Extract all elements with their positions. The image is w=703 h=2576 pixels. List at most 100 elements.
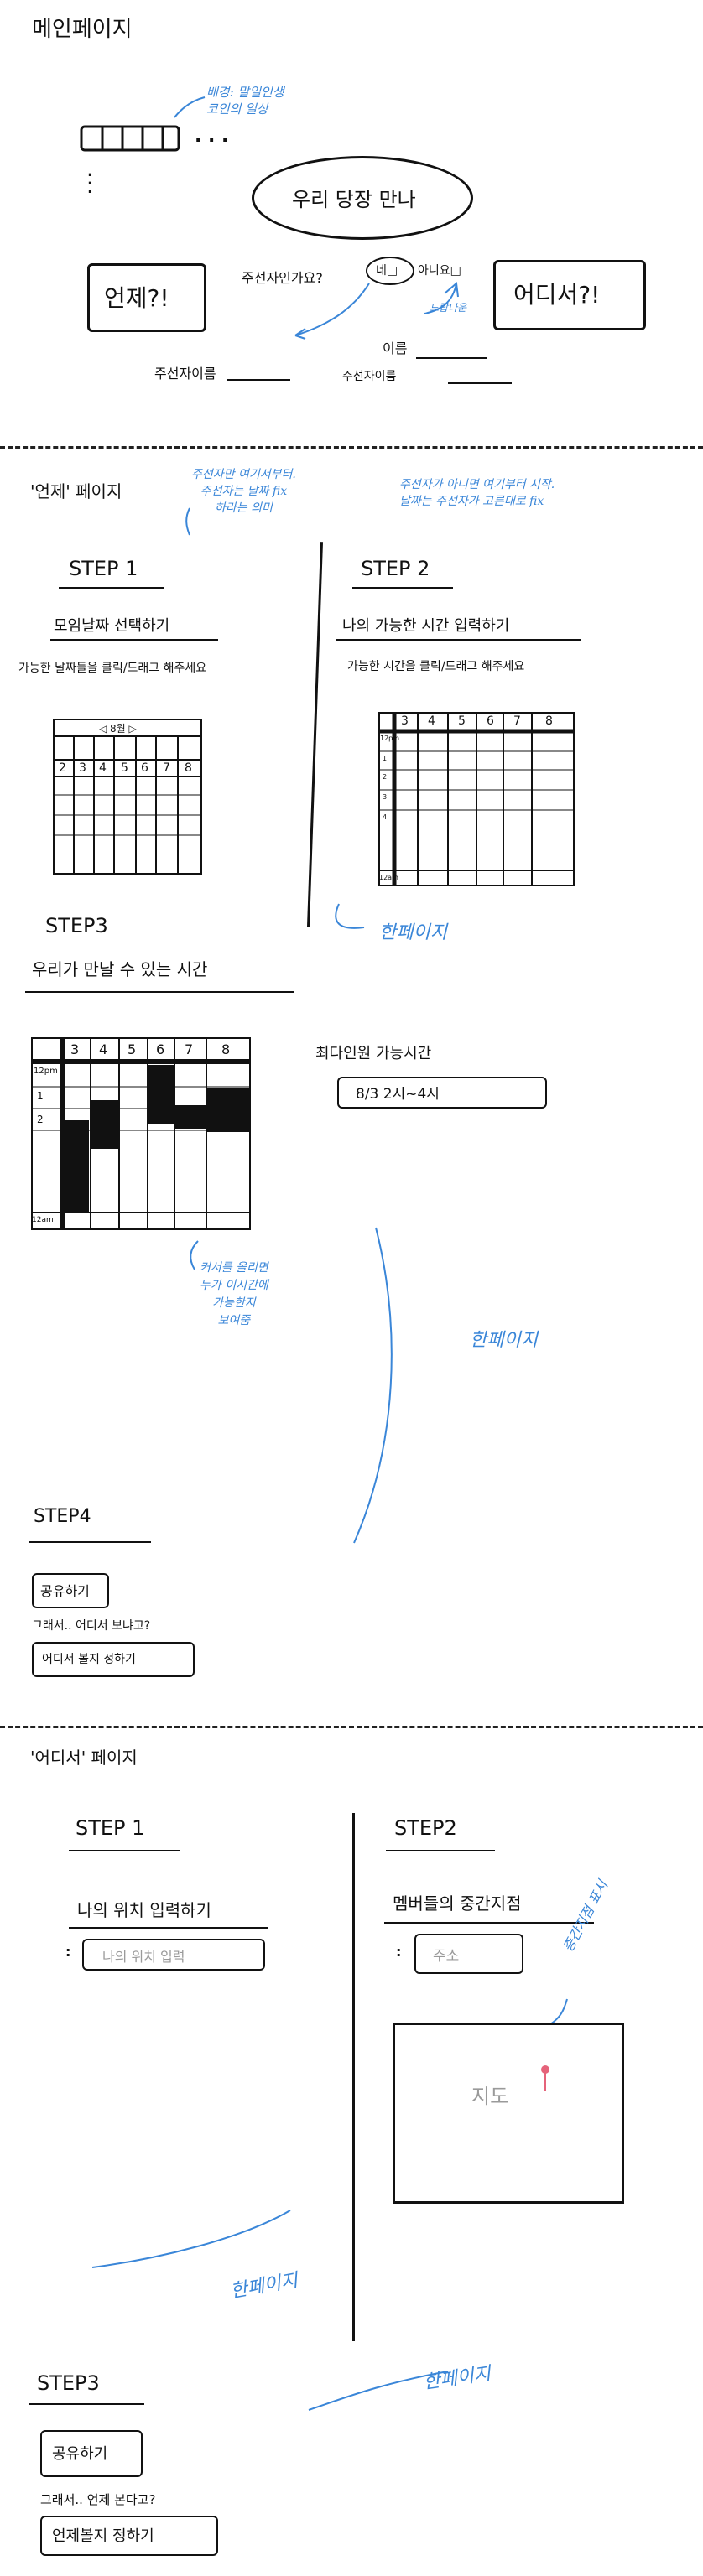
- when-share-label: 공유하기: [40, 1583, 90, 1599]
- group-availability-grid[interactable]: 3 4 5 6 7 8 12pm 1 2 12am: [30, 1036, 252, 1231]
- my-location-input[interactable]: [82, 1939, 265, 1971]
- host-name-label-2: 주선자이름: [342, 370, 397, 383]
- group-grid-col-header: 4: [99, 1041, 108, 1057]
- when-note-arrow: [185, 507, 190, 536]
- address-output: [414, 1934, 523, 1974]
- film-strip-icon: [80, 125, 180, 152]
- calendar-month-header[interactable]: ◁ 8월 ▷: [99, 723, 137, 735]
- where-share-label: 공유하기: [52, 2445, 108, 2463]
- when-step2-underline: [352, 587, 453, 589]
- calendar-day[interactable]: 2: [59, 761, 66, 775]
- when-button[interactable]: [87, 263, 206, 332]
- bg-note: 배경: 말일인생 코인의 일상: [206, 85, 284, 117]
- host-name-input-2[interactable]: [448, 382, 512, 384]
- dropdown-note: 드랍다운: [430, 302, 467, 314]
- group-grid-lines: [31, 1037, 251, 1230]
- where-then-question: 그래서.. 언제 본다고?: [40, 2492, 156, 2507]
- one-page-note: 한페이지: [379, 922, 447, 943]
- group-grid-col-header: 7: [185, 1041, 194, 1057]
- when-step1-label: STEP 1: [69, 557, 138, 580]
- where-button-label: 어디서?!: [513, 281, 601, 309]
- where-share-button[interactable]: [40, 2430, 143, 2477]
- divider-main-when: [0, 446, 703, 449]
- where-flow-curve-1: [91, 2210, 291, 2268]
- when-step2-desc: 가능한 시간을 클릭/드래그 해주세요: [347, 660, 525, 673]
- when-step2-sub: 나의 가능한 시간 입력하기: [342, 617, 510, 635]
- where-step2-underline: [386, 1850, 495, 1852]
- group-grid-row-label: 12am: [32, 1216, 54, 1224]
- hero-bubble: [252, 156, 473, 240]
- calendar-day[interactable]: 4: [99, 761, 107, 775]
- name-input[interactable]: [416, 357, 487, 359]
- group-grid-row-label: 1: [37, 1090, 44, 1102]
- decide-when-label: 언제볼지 정하기: [52, 2527, 154, 2545]
- max-people-label: 최다인원 가능시간: [315, 1045, 432, 1062]
- where-page-title: '어디서' 페이지: [30, 1748, 138, 1768]
- grid-row-label: 3: [383, 793, 388, 801]
- host-arrows: [294, 282, 459, 340]
- no-label[interactable]: 아니요□: [418, 264, 461, 278]
- calendar-day[interactable]: 7: [163, 761, 170, 775]
- host-name-label: 주선자이름: [154, 366, 216, 382]
- address-placeholder: 주소: [433, 1948, 460, 1965]
- grid-col-header: 8: [545, 714, 553, 728]
- where-flow-curve-2: [308, 2371, 449, 2411]
- host-name-input[interactable]: [227, 379, 290, 381]
- where-step2-sub: 멤버들의 중간지점: [393, 1893, 522, 1914]
- map-label: 지도: [471, 2085, 509, 2108]
- calendar-day[interactable]: 8: [185, 761, 192, 775]
- group-grid-col-header: 3: [70, 1041, 80, 1057]
- name-label: 이름: [383, 340, 408, 356]
- calendar-grid: [53, 719, 202, 875]
- image-slider[interactable]: [80, 125, 181, 152]
- hover-note-arrow: [190, 1240, 199, 1270]
- grid-col-header: 6: [487, 714, 494, 728]
- grid-row-label: 12am: [379, 874, 398, 881]
- calendar-day[interactable]: 6: [141, 761, 148, 775]
- one-page-arrow: [335, 903, 365, 929]
- where-button[interactable]: [493, 260, 646, 330]
- when-step1-underline: [59, 587, 164, 589]
- decide-where-label: 어디서 볼지 정하기: [42, 1653, 136, 1666]
- yes-label: 네□: [376, 264, 398, 278]
- vertical-dots: ...: [87, 163, 93, 197]
- max-people-value: 8/3 2시~4시: [356, 1086, 440, 1103]
- where-column-divider: [352, 1813, 355, 2341]
- date-calendar[interactable]: ◁ 8월 ▷ 2 3 4 5 6 7 8: [52, 718, 203, 875]
- calendar-day[interactable]: 3: [79, 761, 86, 775]
- grid-row-label: 1: [383, 755, 388, 762]
- where-one-page-2: 한페이지: [422, 2363, 492, 2394]
- when-note-right: 주선자가 아니면 여기부터 시작. 날짜는 주선자가 고른대로 fix: [399, 478, 555, 508]
- group-grid-col-header: 8: [221, 1041, 231, 1057]
- group-grid-col-header: 6: [156, 1041, 165, 1057]
- grid-row-label: 4: [383, 813, 388, 821]
- availability-grid-lines: [378, 712, 575, 886]
- grid-col-header: 7: [513, 714, 521, 728]
- yes-checkbox[interactable]: [366, 257, 414, 285]
- group-grid-row-label: 12pm: [34, 1067, 58, 1076]
- where-colon-2: :: [396, 1944, 402, 1960]
- where-step1-sub-underline: [69, 1927, 268, 1929]
- host-question: 주선자인가요?: [242, 270, 323, 286]
- when-column-divider: [306, 542, 324, 927]
- grid-row-label: 12pm: [380, 735, 400, 742]
- when-step3-underline: [25, 991, 294, 993]
- grid-col-header: 4: [428, 714, 435, 728]
- page-flow-curve: [353, 1227, 393, 1544]
- grid-col-header: 3: [401, 714, 409, 728]
- where-step1-sub: 나의 위치 입력하기: [77, 1900, 211, 1920]
- decide-where-button[interactable]: [32, 1642, 195, 1677]
- where-colon: :: [65, 1944, 71, 1960]
- when-share-button[interactable]: [32, 1573, 109, 1608]
- when-step4-label: STEP4: [34, 1506, 91, 1527]
- when-page-title: '언제' 페이지: [30, 481, 122, 501]
- calendar-day[interactable]: 5: [121, 761, 128, 775]
- when-step1-desc: 가능한 날짜들을 클릭/드래그 해주세요: [18, 662, 207, 675]
- availability-grid[interactable]: 3 4 5 6 7 8 12pm 1 2 3 4 12am: [378, 711, 575, 887]
- where-step3-underline: [29, 2403, 144, 2405]
- grid-row-label: 2: [383, 773, 388, 781]
- decide-when-button[interactable]: [40, 2516, 218, 2556]
- max-people-value-box: [337, 1077, 547, 1109]
- hover-note: 커서를 올리면 누가 이시간에 가능한지 보여줌: [200, 1261, 268, 1327]
- map-view[interactable]: [393, 2023, 624, 2204]
